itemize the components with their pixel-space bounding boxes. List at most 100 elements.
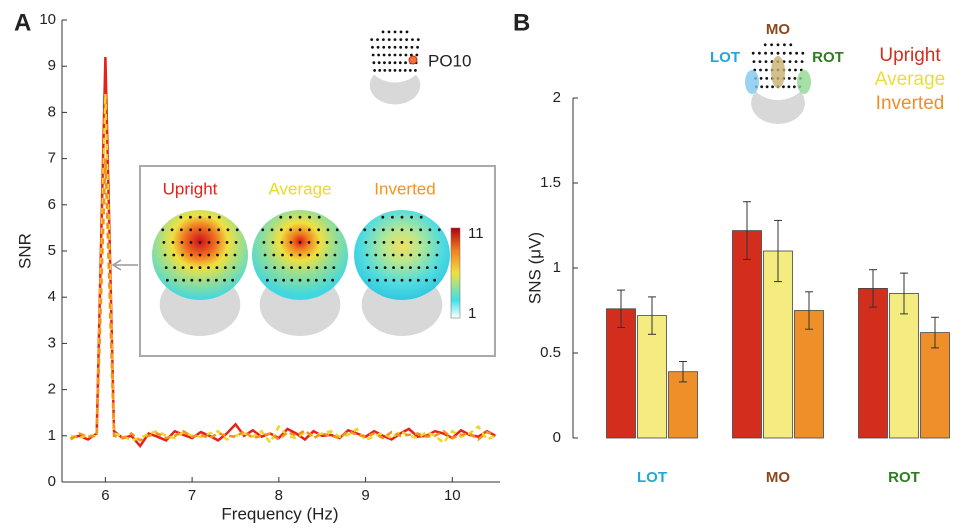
electrode-dot: [281, 266, 285, 269]
error-bar: [617, 289, 625, 328]
electrode-dot: [290, 278, 294, 282]
y-tick-label: 5: [48, 242, 56, 259]
electrode-dot: [376, 45, 380, 49]
error-bar: [931, 316, 939, 349]
electrode-dot: [387, 38, 391, 41]
electrode-dot: [307, 241, 311, 244]
electrode-dot: [393, 45, 397, 49]
electrode-dot: [392, 266, 395, 269]
electrode-dot: [198, 266, 202, 269]
x-tick-label: 8: [275, 487, 283, 504]
electrode-dot: [409, 253, 413, 257]
electrode-dot: [189, 228, 193, 232]
electrode-dot: [298, 278, 302, 282]
electrode-dot: [428, 228, 432, 232]
electrode-dot: [182, 278, 186, 282]
inset-arrow-head: [111, 259, 122, 271]
electrode-dot: [400, 228, 404, 232]
legend-label: Average: [875, 69, 945, 90]
electrode-dot: [332, 266, 336, 269]
electrode-dot: [207, 253, 211, 257]
electrode-dot: [316, 253, 319, 257]
electrode-marker: [408, 55, 418, 65]
panel-label: A: [14, 9, 31, 36]
electrode-dot: [315, 266, 319, 269]
error-bar: [869, 269, 877, 308]
electrode-dot: [231, 278, 235, 282]
electrode-dot: [325, 241, 329, 244]
y-tick-label: 1.5: [540, 174, 561, 191]
electrode-dot: [410, 215, 413, 219]
electrode-dot: [383, 253, 386, 257]
electrode-dot: [758, 60, 762, 63]
electrode-dot: [324, 253, 328, 257]
electrode-dot: [181, 266, 185, 269]
electrode-dot: [208, 215, 212, 219]
electrode-dot: [161, 228, 165, 232]
bar: [637, 315, 667, 439]
electrode-dot: [405, 30, 409, 34]
electrode-dot: [409, 266, 412, 269]
electrode-dot: [425, 278, 428, 282]
electrode-dot: [409, 241, 413, 244]
colorbar-label: 11: [468, 225, 484, 242]
electrode-dot: [384, 278, 388, 282]
colorbar: [450, 227, 461, 319]
bar: [889, 293, 919, 439]
electrode-dot: [383, 266, 387, 269]
electrode-dot: [788, 68, 792, 72]
y-tick-label: 1: [48, 427, 56, 444]
series-line: [70, 93, 497, 446]
electrode-dot: [331, 278, 335, 282]
electrode-dot: [751, 51, 755, 55]
electrode-dot: [180, 241, 184, 244]
electrode-dot: [415, 53, 419, 57]
electrode-dot: [400, 241, 404, 244]
electrode-dot: [306, 278, 310, 282]
electrode-dot: [795, 51, 799, 55]
electrode-dot: [373, 69, 376, 72]
electrode-dot: [371, 53, 375, 57]
electrode-dot: [215, 266, 219, 269]
electrode-dot: [280, 241, 284, 244]
y-tick-label: 2: [48, 381, 56, 398]
electrode-dot: [381, 228, 385, 232]
y-tick-label: 2: [553, 89, 561, 106]
x-axis-label: Frequency (Hz): [221, 504, 338, 523]
electrode-dot: [364, 241, 368, 244]
electrode-dot: [426, 253, 430, 257]
electrode-dot: [264, 266, 268, 269]
electrode-dot: [262, 241, 266, 244]
electrode-dot: [307, 253, 311, 257]
electrode-dot: [323, 266, 327, 269]
electrode-dot: [378, 69, 382, 72]
electrode-dot: [788, 60, 792, 63]
electrode-dot: [376, 38, 379, 41]
electrode-dot: [261, 228, 265, 232]
series-line: [69, 158, 497, 442]
electrode-dot: [198, 253, 202, 257]
y-tick-label: 4: [48, 288, 56, 305]
electrode-dot: [787, 77, 791, 80]
electrode-dot: [232, 266, 236, 269]
electrode-dot: [173, 266, 177, 269]
electrode-dot: [225, 241, 229, 244]
electrode-dot: [410, 45, 414, 49]
electrode-dot: [234, 241, 238, 244]
electrode-dot: [427, 241, 431, 244]
electrode-dot: [290, 266, 293, 269]
electrode-dot: [289, 215, 292, 219]
electrode-dot: [189, 241, 193, 244]
electrode-dot: [776, 51, 780, 55]
roi-label: ROT: [812, 49, 844, 66]
electrode-dot: [223, 266, 227, 269]
category-label: LOT: [637, 469, 667, 486]
legend-label: Average: [268, 179, 331, 198]
electrode-dot: [326, 228, 330, 232]
electrode-dot: [782, 85, 785, 89]
electrode-dot: [370, 38, 374, 41]
electrode-dot: [404, 61, 407, 65]
electrode-dot: [372, 228, 376, 232]
electrode-dot: [764, 51, 767, 55]
